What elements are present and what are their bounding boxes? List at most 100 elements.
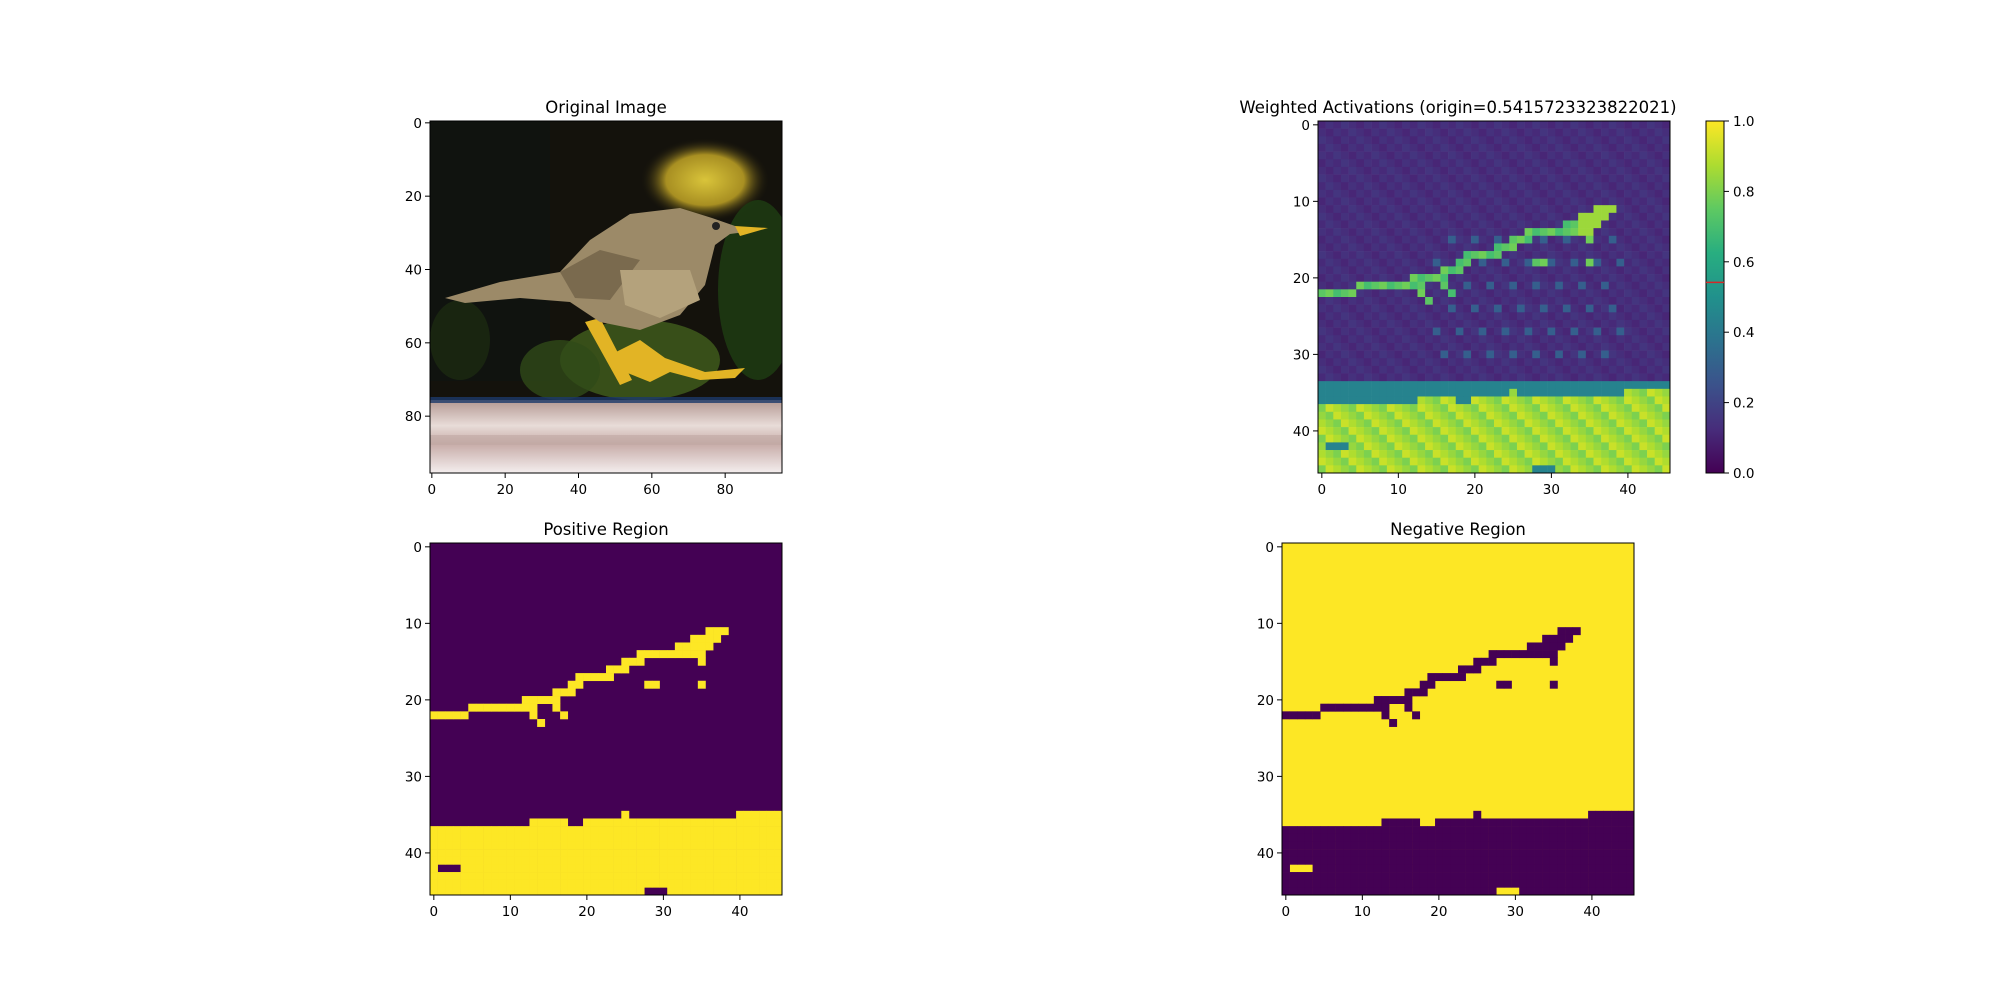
weighted-activations-cell [1409,404,1418,413]
weighted-activations-cell [1494,319,1502,328]
weighted-activations-cell [1662,450,1671,458]
weighted-activations-cell [1494,396,1502,405]
negative-region-cell [1572,879,1581,888]
negative-region-cell [1327,826,1336,835]
weighted-activations-cell [1318,212,1326,221]
weighted-activations-cell [1509,427,1518,436]
negative-region-cell [1312,856,1321,865]
negative-region-cell [1435,841,1443,850]
positive-region-cell [766,856,775,865]
positive-region-cell [659,818,668,827]
weighted-activations-cell [1448,258,1457,267]
weighted-activations-cell [1394,251,1403,260]
positive-region-cell [598,849,607,858]
negative-region-cell [1343,703,1352,712]
positive-region-cell [460,841,469,850]
weighted-activations-cell [1616,396,1625,405]
negative-region-cell [1373,833,1382,842]
positive-region-cell [682,841,691,850]
weighted-activations-cell [1532,434,1541,443]
weighted-activations-cell [1386,411,1395,420]
negative-region-cell [1458,887,1466,896]
weighted-activations-cell [1494,258,1502,267]
weighted-activations-cell [1532,166,1541,175]
weighted-activations-cell [1379,266,1388,275]
negative-region-cell [1282,864,1290,873]
weighted-activations-cell [1409,388,1418,397]
weighted-activations-cell [1555,381,1564,390]
weighted-activations-cell [1348,411,1357,420]
weighted-activations-cell [1455,342,1464,351]
weighted-activations-cell [1432,197,1441,206]
weighted-activations-cell [1356,143,1365,152]
positive-region-cell [606,665,614,674]
weighted-activations-cell [1356,465,1365,474]
weighted-activations-cell [1440,381,1449,390]
weighted-activations-cell [1440,151,1449,160]
positive-region-cell [759,818,767,827]
positive-region-cell [774,887,783,896]
weighted-activations-cell [1593,411,1602,420]
weighted-activations-cell [1494,182,1502,191]
weighted-activations-cell [1578,434,1587,443]
positive-region-cell [720,864,729,873]
weighted-activations-cell [1471,197,1479,206]
weighted-activations-cell [1578,335,1587,344]
weighted-activations-cell [1448,205,1457,214]
negative-region-cell [1373,856,1382,865]
weighted-activations-cell [1585,465,1594,474]
weighted-activations-xtick-label: 0 [1318,482,1327,498]
weighted-activations-cell [1654,251,1663,260]
weighted-activations-cell [1524,312,1533,321]
weighted-activations-cell [1639,411,1648,420]
weighted-activations-cell [1325,381,1334,390]
negative-region-cell [1557,841,1566,850]
positive-region-cell [430,833,438,842]
weighted-activations-cell [1570,151,1579,160]
positive-region-cell [613,887,622,896]
negative-region-cell [1304,887,1313,896]
weighted-activations-cell [1562,388,1571,397]
negative-region-cell [1458,879,1466,888]
weighted-activations-cell [1440,427,1449,436]
weighted-activations-cell [1371,128,1380,137]
weighted-activations-cell [1532,274,1541,282]
negative-region-cell [1542,818,1551,827]
negative-region-cell [1373,887,1382,896]
positive-region-cell [452,826,461,835]
positive-region-cell [659,879,668,888]
positive-region-cell [728,826,737,835]
weighted-activations-cell [1516,312,1525,321]
negative-region-cell [1289,833,1298,842]
positive-region-cell [529,818,538,827]
weighted-activations-cell [1402,220,1411,229]
weighted-activations-cell [1509,205,1518,214]
positive-region-cell [575,826,584,835]
weighted-activations-cell [1363,151,1372,160]
positive-region-title: Positive Region [543,520,668,539]
weighted-activations-cell [1432,304,1441,313]
weighted-activations-cell [1593,151,1602,160]
weighted-activations-cell [1440,319,1449,328]
weighted-activations-cell [1379,151,1388,160]
weighted-activations-cell [1631,143,1640,152]
positive-region-cell [766,872,775,880]
weighted-activations-cell [1463,235,1472,244]
weighted-activations-cell [1440,312,1449,321]
weighted-activations-cell [1440,121,1449,129]
weighted-activations-cell [1333,427,1342,436]
weighted-activations-cell [1631,235,1640,244]
negative-region-cell [1626,818,1635,827]
weighted-activations-cell [1532,121,1541,129]
weighted-activations-cell [1432,182,1441,191]
positive-region-cell [636,650,645,659]
weighted-activations-cell [1494,373,1502,382]
negative-region-cell [1626,879,1635,888]
weighted-activations-cell [1532,235,1541,244]
weighted-activations-cell [1325,327,1334,336]
weighted-activations-cell [1509,358,1518,367]
negative-region-ytick-label: 10 [1257,616,1274,632]
weighted-activations-cell [1486,166,1495,175]
weighted-activations-cell [1463,220,1472,229]
weighted-activations-cell [1417,189,1426,198]
